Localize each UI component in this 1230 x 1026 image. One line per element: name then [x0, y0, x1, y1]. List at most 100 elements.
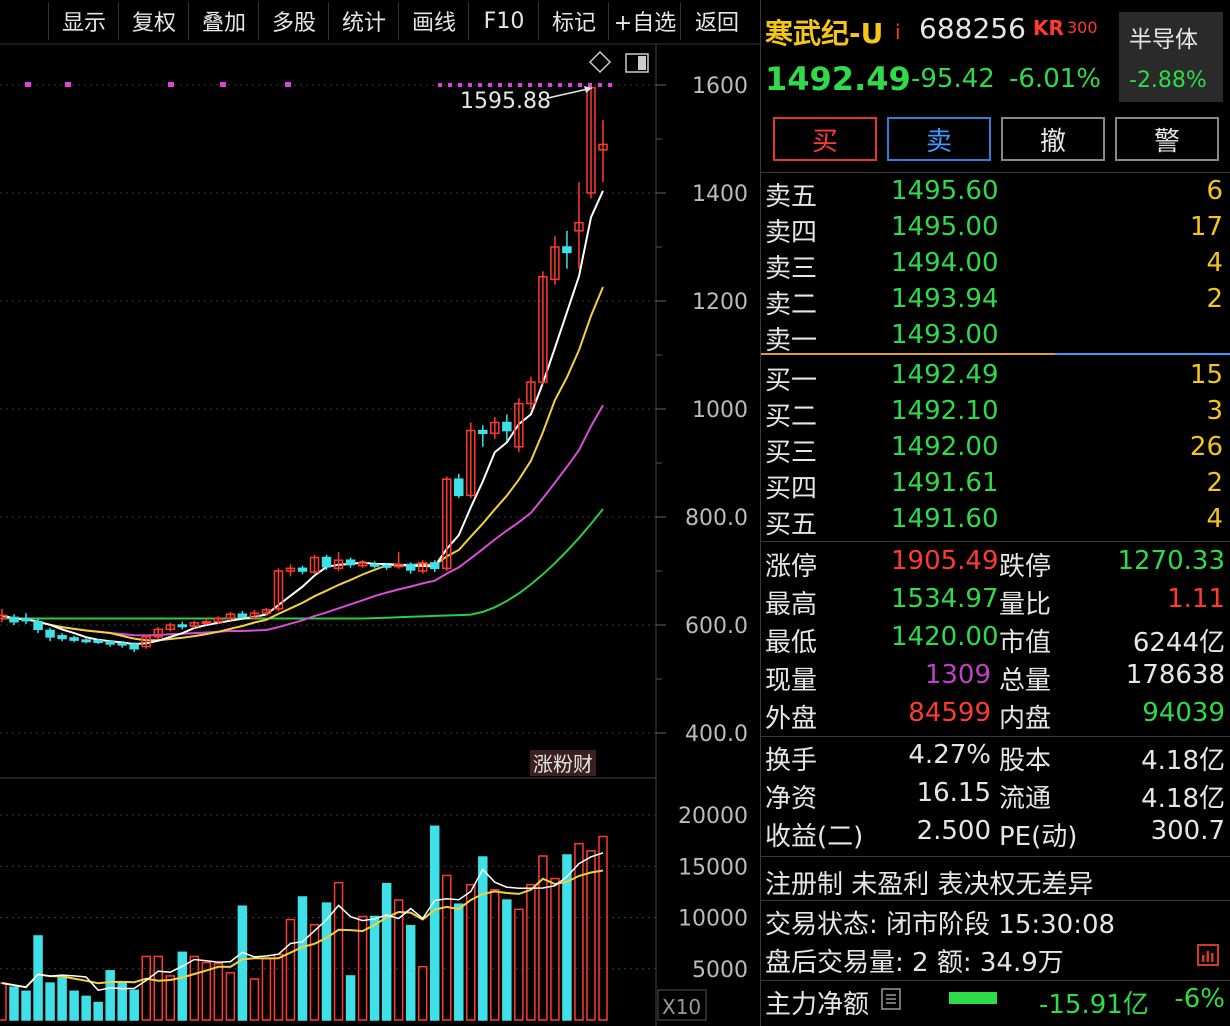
list-icon[interactable]	[881, 988, 901, 1010]
vol-ratio-value: 1.11	[1167, 584, 1225, 614]
volume-bar	[189, 955, 200, 1021]
volume-bar	[538, 855, 548, 1021]
candle-body	[466, 429, 476, 497]
candle-body	[429, 562, 440, 570]
stock-code: 688256	[919, 12, 1026, 45]
ask-volume: 17	[1189, 212, 1223, 242]
volume-bar	[345, 975, 356, 1021]
stock-name: 寒武纪-U	[765, 17, 884, 50]
candle-body	[165, 624, 176, 631]
candle-body	[45, 629, 55, 638]
toolbar-item-4[interactable]: 统计	[328, 2, 399, 40]
volume-tick-label: 15000	[678, 855, 748, 880]
ma60-line	[2, 508, 604, 620]
nav-label: 净资	[765, 784, 818, 814]
price-change: -95.42	[911, 64, 995, 94]
candle-body	[105, 640, 115, 645]
toolbar-item-8[interactable]: +自选	[608, 2, 681, 40]
volume-bar	[141, 955, 151, 1021]
limit-up-value: 1905.49	[891, 546, 999, 576]
volume-bar	[502, 899, 512, 1021]
pe-label: PE(动)	[999, 822, 1078, 852]
event-marker	[220, 82, 226, 87]
volume-bar	[333, 881, 344, 1021]
volume-tick-label: 20000	[678, 804, 748, 829]
volume-bar	[0, 982, 7, 1021]
cancel-order-button[interactable]: 撤	[1001, 117, 1105, 161]
inner-label: 内盘	[999, 704, 1052, 734]
inner-value: 94039	[1142, 698, 1225, 728]
toolbar-item-3[interactable]: 多股	[258, 2, 329, 40]
toolbar-item-7[interactable]: 标记	[538, 2, 609, 40]
total-vol-label: 总量	[999, 666, 1052, 696]
last-price: 1492.49	[765, 60, 911, 98]
main-flow-pct: -6%	[1174, 984, 1225, 1014]
candle-body	[393, 563, 404, 568]
main-flow-bar	[949, 992, 997, 1004]
ask-label: 卖四	[765, 218, 818, 248]
nav-value: 16.15	[916, 778, 991, 808]
candle-body	[33, 621, 43, 631]
candle-body	[562, 246, 572, 254]
volume-bar	[81, 995, 91, 1021]
main-flow-value: -15.91亿	[1039, 990, 1149, 1020]
ma10-line	[1, 286, 604, 642]
candle-body	[417, 562, 428, 572]
sell-button[interactable]: 卖	[887, 117, 991, 161]
candle-body	[9, 616, 19, 623]
ask-price: 1494.00	[891, 248, 999, 278]
volume-bar	[381, 882, 392, 1021]
bar-chart-icon[interactable]	[1197, 944, 1219, 966]
volume-bar	[57, 977, 67, 1021]
volume-bar	[369, 915, 380, 1021]
candle-body	[189, 622, 200, 627]
ma20-line	[1, 404, 604, 637]
volume-bar	[105, 970, 115, 1021]
ask-price: 1493.94	[891, 284, 999, 314]
bid-price: 1492.10	[891, 396, 999, 426]
kline-chart-area[interactable]: 显示 复权 叠加 多股 统计 画线 F10 标记 +自选 返回 1600 1400 1200 1000 8…	[0, 0, 760, 1026]
sector-box[interactable]	[1119, 12, 1223, 102]
cur-vol-label: 现量	[765, 666, 818, 696]
candle-body	[261, 609, 272, 614]
limit-down-value: 1270.33	[1117, 546, 1225, 576]
volume-bar	[273, 953, 284, 1021]
toolbar-item-2[interactable]: 叠加	[188, 2, 259, 40]
ask-label: 卖二	[765, 290, 818, 320]
toolbar-item-1[interactable]: 复权	[118, 2, 189, 40]
toolbar-item-6[interactable]: F10	[468, 2, 539, 40]
volume-bar	[237, 905, 248, 1021]
kline-svg[interactable]: 1600 1400 1200 1000 800.0 600.0 400.0 20000 1500…	[0, 0, 760, 1026]
ask-label: 卖三	[765, 254, 818, 284]
quote-panel: 寒武纪-U i 688256 KR 300 半导体 -2.88% 1492.49…	[760, 0, 1230, 1026]
bid-volume: 15	[1189, 360, 1223, 390]
volume-bar	[526, 883, 536, 1021]
vol-ratio-label: 量比	[999, 590, 1052, 620]
kr-badge-num: 300	[1067, 18, 1098, 37]
volume-bar	[429, 825, 440, 1021]
event-marker	[25, 82, 31, 87]
ask-bid-ratio-bar-ask	[761, 353, 1055, 355]
eps-value: 2.500	[916, 816, 991, 846]
toolbar-item-0[interactable]: 显示	[48, 2, 119, 40]
buy-button[interactable]: 买	[773, 117, 877, 161]
price-tick-label: 1400	[692, 182, 748, 207]
info-icon[interactable]: i	[895, 20, 901, 44]
volume-bar	[213, 962, 224, 1021]
candle-body	[526, 381, 536, 405]
float-label: 流通	[999, 784, 1052, 814]
toolbar-item-5[interactable]: 画线	[398, 2, 469, 40]
bid-volume: 3	[1206, 396, 1223, 426]
price-tick-label: 800.0	[685, 506, 748, 531]
volume-bar	[478, 856, 488, 1021]
volume-bar	[249, 978, 260, 1021]
kr-badge: KR	[1033, 16, 1064, 40]
price-tick-label: 400.0	[685, 722, 748, 747]
badge-text: 涨粉财	[533, 752, 593, 776]
toolbar-item-9[interactable]: 返回	[680, 2, 753, 40]
bid-label: 买四	[765, 474, 818, 504]
volume-bar	[285, 918, 296, 1021]
bid-volume: 2	[1206, 468, 1223, 498]
candle-body	[237, 613, 248, 618]
alert-button[interactable]: 警	[1115, 117, 1219, 161]
